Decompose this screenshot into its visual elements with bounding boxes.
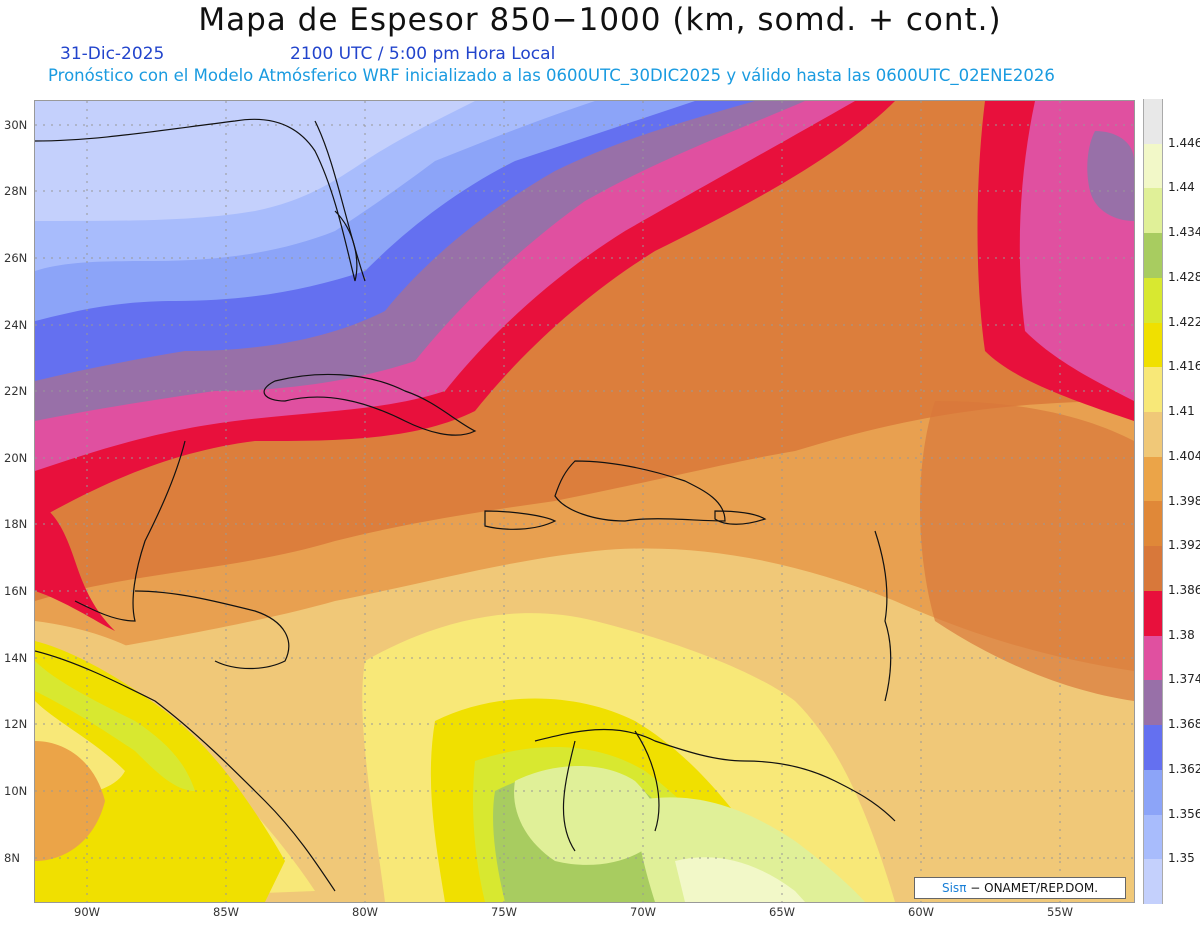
colorbar-label: 1.35 [1168, 851, 1195, 866]
colorbar-segment [1143, 277, 1163, 323]
lon-label: 55W [1047, 905, 1074, 919]
colorbar-segment [1143, 769, 1163, 815]
colorbar-label: 1.398 [1168, 493, 1200, 508]
colorbar-label: 1.41 [1168, 404, 1195, 419]
lat-label: 26N [4, 251, 28, 265]
colorbar-label: 1.428 [1168, 269, 1200, 284]
forecast-time: 2100 UTC / 5:00 pm Hora Local [290, 44, 556, 64]
colorbar [1143, 99, 1163, 904]
lat-label: 28N [4, 184, 28, 198]
colorbar-label: 1.416 [1168, 359, 1200, 374]
lon-label: 90W [74, 905, 101, 919]
lat-label: 30N [4, 118, 28, 132]
lon-label: 75W [491, 905, 518, 919]
lat-label: 16N [4, 584, 28, 598]
colorbar-segment [1143, 367, 1163, 413]
lat-label: 24N [4, 318, 28, 332]
credit-text: − ONAMET/REP.DOM. [970, 881, 1099, 895]
lat-label: 22N [4, 384, 28, 398]
colorbar-segment [1143, 143, 1163, 189]
colorbar-label: 1.434 [1168, 225, 1200, 240]
lon-label: 85W [213, 905, 240, 919]
colorbar-label: 1.386 [1168, 582, 1200, 597]
colorbar-segment [1143, 680, 1163, 726]
lat-label: 18N [4, 517, 28, 531]
colorbar-segment [1143, 635, 1163, 681]
colorbar-segment [1143, 233, 1163, 278]
lon-label: 65W [769, 905, 796, 919]
colorbar-label: 1.38 [1168, 627, 1195, 642]
colorbar-segment [1143, 546, 1163, 591]
colorbar-segment [1143, 725, 1163, 770]
colorbar-label: 1.368 [1168, 717, 1200, 732]
map-canvas [35, 101, 1134, 902]
colorbar-label: 1.362 [1168, 761, 1200, 776]
lat-label: 10N [4, 784, 28, 798]
credit-sis: Sisπ [941, 881, 967, 895]
colorbar-label: 1.392 [1168, 538, 1200, 553]
colorbar-label: 1.404 [1168, 448, 1200, 463]
colorbar-label: 1.422 [1168, 314, 1200, 329]
map-title: Mapa de Espesor 850−1000 (km, somd. + co… [198, 2, 1002, 38]
colorbar-label: 1.374 [1168, 672, 1200, 687]
coastlines [35, 118, 896, 892]
colorbar-segment [1143, 322, 1163, 368]
lon-label: 80W [352, 905, 379, 919]
colorbar-segment [1143, 814, 1163, 860]
colorbar-label: 1.446 [1168, 135, 1200, 150]
forecast-date: 31-Dic-2025 [60, 44, 165, 64]
colorbar-label: 1.356 [1168, 806, 1200, 821]
colorbar-segment [1143, 859, 1163, 904]
lon-label: 60W [908, 905, 935, 919]
lat-label: 8N [4, 851, 20, 865]
colorbar-segment [1143, 590, 1163, 636]
lon-label: 70W [630, 905, 657, 919]
colorbar-label: 1.44 [1168, 180, 1195, 195]
lat-label: 14N [4, 651, 28, 665]
colorbar-segment [1143, 501, 1163, 547]
lat-label: 12N [4, 717, 28, 731]
colorbar-segment [1143, 456, 1163, 502]
colorbar-segment [1143, 99, 1163, 144]
thickness-map [34, 100, 1135, 903]
forecast-description: Pronóstico con el Modelo Atmósferico WRF… [48, 66, 1055, 85]
lat-label: 20N [4, 451, 28, 465]
colorbar-segment [1143, 412, 1163, 457]
colorbar-segment [1143, 188, 1163, 234]
credit-box: Sisπ − ONAMET/REP.DOM. [914, 877, 1126, 899]
